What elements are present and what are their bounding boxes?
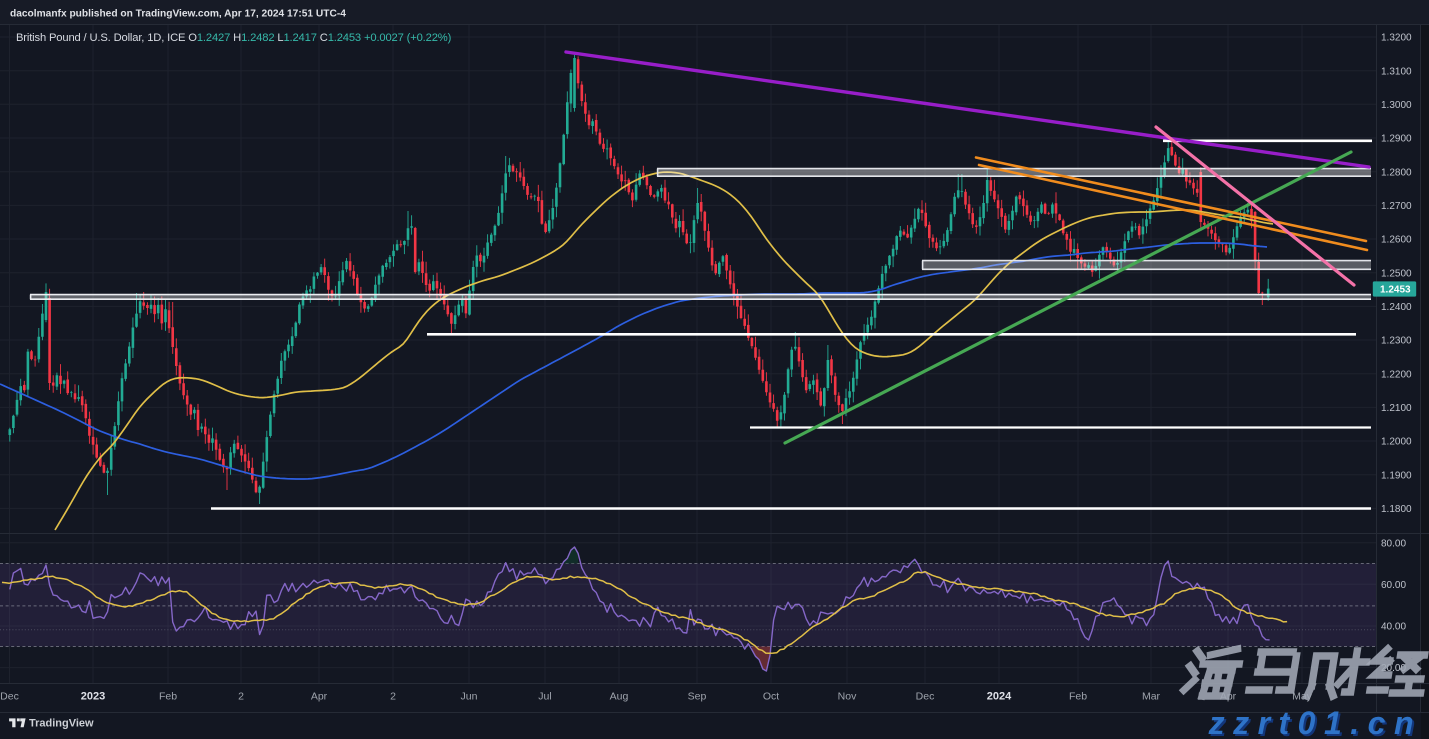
svg-text:1.2200: 1.2200	[1381, 369, 1412, 380]
svg-text:1.2000: 1.2000	[1381, 437, 1412, 448]
svg-text:Feb: Feb	[159, 691, 177, 703]
svg-text:1.2100: 1.2100	[1381, 403, 1412, 414]
svg-text:1.1900: 1.1900	[1381, 470, 1412, 481]
svg-text:Mar: Mar	[1142, 691, 1161, 703]
svg-text:Jun: Jun	[461, 691, 478, 703]
svg-text:Dec: Dec	[0, 691, 19, 703]
svg-text:40.00: 40.00	[1381, 622, 1406, 633]
svg-text:British Pound / U.S. Dollar, 1: British Pound / U.S. Dollar, 1D, ICE O1.…	[16, 32, 452, 44]
svg-text:20.00: 20.00	[1381, 663, 1406, 674]
svg-text:60.00: 60.00	[1381, 580, 1406, 591]
svg-text:1.2800: 1.2800	[1381, 167, 1412, 178]
svg-text:1.2600: 1.2600	[1381, 235, 1412, 246]
svg-text:2: 2	[238, 691, 244, 703]
svg-text:2023: 2023	[81, 691, 105, 703]
svg-text:Nov: Nov	[838, 691, 857, 703]
svg-text:dacolmanfx published on Tradin: dacolmanfx published on TradingView.com,…	[10, 9, 346, 20]
svg-text:1.2400: 1.2400	[1381, 302, 1412, 313]
svg-text:Apr: Apr	[311, 691, 328, 703]
svg-text:1.2300: 1.2300	[1381, 336, 1412, 347]
svg-text:Aug: Aug	[610, 691, 629, 703]
svg-text:Sep: Sep	[688, 691, 707, 703]
svg-text:1.2500: 1.2500	[1381, 268, 1412, 279]
svg-text:1.2700: 1.2700	[1381, 201, 1412, 212]
svg-text:2024: 2024	[987, 691, 1012, 703]
svg-text:zzrt01.cn: zzrt01.cn	[1210, 707, 1424, 739]
svg-text:Jul: Jul	[538, 691, 551, 703]
svg-text:Feb: Feb	[1069, 691, 1087, 703]
svg-text:TradingView: TradingView	[29, 718, 94, 730]
svg-text:Oct: Oct	[763, 691, 779, 703]
svg-text:1.3200: 1.3200	[1381, 33, 1412, 44]
svg-text:1.3000: 1.3000	[1381, 100, 1412, 111]
svg-text:1.1800: 1.1800	[1381, 504, 1412, 515]
svg-text:zzrt01.cn: zzrt01.cn	[1208, 705, 1422, 739]
svg-text:80.00: 80.00	[1381, 538, 1406, 549]
svg-text:Dec: Dec	[916, 691, 935, 703]
svg-text:1.2453: 1.2453	[1380, 285, 1411, 296]
svg-text:1.3100: 1.3100	[1381, 66, 1412, 77]
svg-text:1.2900: 1.2900	[1381, 134, 1412, 145]
svg-text:2: 2	[390, 691, 396, 703]
